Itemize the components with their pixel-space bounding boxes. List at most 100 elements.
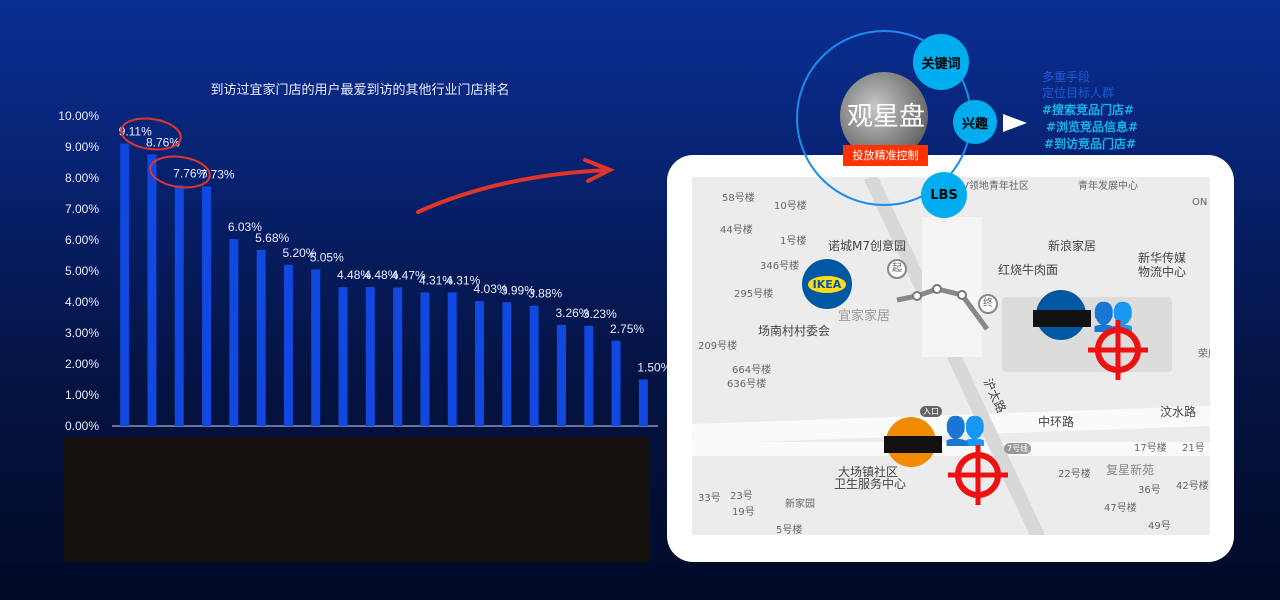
- data-label: 4.31%: [419, 273, 453, 287]
- y-tick-label: 2.00%: [65, 357, 99, 371]
- map-label: 新家园: [785, 499, 815, 510]
- text-line: #到访竞品门店#: [1044, 137, 1137, 151]
- data-label: 9.11%: [119, 125, 152, 139]
- highlight-circle: [120, 117, 182, 151]
- map-label: V领地青年社区: [962, 181, 1029, 192]
- map-label: 42号楼: [1176, 481, 1209, 492]
- map-label: 636号楼: [727, 379, 767, 390]
- crowd-icon-blue: 👥: [1092, 294, 1135, 334]
- bar: [393, 287, 403, 426]
- map-label: 58号楼: [722, 193, 755, 204]
- data-label: 2.75%: [610, 322, 644, 336]
- map-label: 44号楼: [720, 225, 753, 236]
- bar: [202, 186, 212, 426]
- y-tick-label: 6.00%: [65, 233, 99, 247]
- map-label: 荣度: [1198, 349, 1210, 360]
- center-title: 观星盘: [846, 102, 925, 132]
- map-label: 10号楼: [774, 201, 807, 212]
- map-label: 红烧牛肉面: [998, 263, 1059, 277]
- redacted-box: [64, 437, 650, 562]
- bar: [638, 379, 648, 426]
- data-label: 7.73%: [201, 167, 235, 181]
- map-label: 295号楼: [734, 289, 774, 300]
- text-line: 定位目标人群: [1042, 86, 1115, 100]
- bar: [475, 301, 485, 426]
- map-label: 5号楼: [776, 525, 803, 535]
- redacted-label: [884, 436, 942, 453]
- data-label: 6.03%: [228, 220, 262, 234]
- map-label: 诺城M7创意园: [828, 239, 906, 253]
- text-line: #搜索竞品门店#: [1042, 103, 1135, 117]
- map-label: 209号楼: [698, 341, 738, 352]
- map-label: 大场镇社区: [838, 465, 899, 479]
- data-label: 3.88%: [528, 287, 562, 301]
- node-keyword: 关键词: [913, 34, 969, 90]
- map-label: 47号楼: [1104, 503, 1137, 514]
- map-label: 场南村村委会: [758, 324, 831, 338]
- route-end-marker: 终: [978, 294, 998, 314]
- y-tick-label: 4.00%: [65, 295, 99, 309]
- data-label: 4.48%: [364, 268, 398, 282]
- bar: [584, 325, 594, 426]
- right-arrow-icon: [1003, 114, 1027, 132]
- map-label: 1号楼: [780, 236, 807, 247]
- map[interactable]: 58号楼 10号楼 44号楼 1号楼 诺城M7创意园 346号楼 295号楼 宜…: [692, 177, 1210, 535]
- map-label: 346号楼: [760, 261, 800, 272]
- data-label: 8.76%: [146, 135, 180, 149]
- redacted-label: [1033, 310, 1091, 327]
- map-label: 23号: [730, 491, 753, 502]
- data-label: 3.26%: [555, 306, 589, 320]
- map-label: 卫生服务中心: [834, 477, 907, 491]
- data-label: 5.05%: [310, 250, 344, 264]
- bar: [365, 287, 375, 426]
- highlight-circle: [149, 155, 211, 189]
- map-label: 49号: [1148, 521, 1171, 532]
- data-label: 3.23%: [583, 307, 617, 321]
- target-crosshair-icon: [1088, 320, 1148, 380]
- bar: [147, 154, 157, 426]
- y-tick-label: 10.00%: [58, 109, 99, 123]
- bar: [256, 249, 266, 426]
- bar-chart: 0.00% 1.00% 2.00% 3.00% 4.00% 5.00% 6.00% 7.00%…: [58, 109, 671, 433]
- bar: [338, 287, 348, 426]
- bar: [447, 292, 457, 426]
- map-label: 新浪家居: [1048, 239, 1097, 253]
- map-label: ON: [1192, 197, 1208, 208]
- node-interest: 兴趣: [953, 100, 997, 144]
- bar: [174, 185, 184, 426]
- route-start-marker: 起: [887, 259, 907, 279]
- ikea-logo-text: IKEA: [807, 275, 847, 293]
- y-tick-label: 5.00%: [65, 264, 99, 278]
- data-label: 4.31%: [446, 273, 480, 287]
- bar: [556, 324, 566, 426]
- map-label: 22号楼: [1058, 469, 1091, 480]
- map-label: 21号: [1182, 443, 1205, 454]
- map-label: 17号楼: [1134, 443, 1167, 454]
- data-label: 4.48%: [337, 268, 371, 282]
- route-line: [896, 284, 990, 331]
- data-label: 1.50%: [637, 361, 671, 375]
- data-label: 5.68%: [255, 231, 289, 245]
- bar: [311, 269, 321, 426]
- precision-badge: 投放精准控制: [843, 145, 928, 166]
- target-crosshair-icon: [948, 445, 1008, 505]
- y-tick-label: 1.00%: [65, 388, 99, 402]
- bar: [120, 143, 130, 426]
- map-label: 19号: [732, 507, 755, 518]
- data-label: 7.76%: [173, 166, 207, 180]
- bar: [420, 292, 430, 426]
- bar: [502, 302, 512, 426]
- map-label: 664号楼: [732, 365, 772, 376]
- y-tick-label: 8.00%: [65, 171, 99, 185]
- map-label: 新华传媒: [1138, 251, 1187, 265]
- bar: [229, 239, 239, 426]
- map-label: 复星新苑: [1106, 463, 1155, 477]
- crowd-icon-orange: 👥: [944, 408, 987, 448]
- map-label: 汶水路: [1160, 405, 1197, 419]
- text-line: #浏览竞品信息#: [1046, 120, 1139, 134]
- text-line: 多重手段: [1042, 70, 1091, 84]
- data-label: 4.47%: [392, 268, 426, 282]
- y-tick-label: 7.00%: [65, 202, 99, 216]
- map-label: 青年发展中心: [1078, 181, 1138, 192]
- ikea-logo: IKEA: [802, 259, 852, 309]
